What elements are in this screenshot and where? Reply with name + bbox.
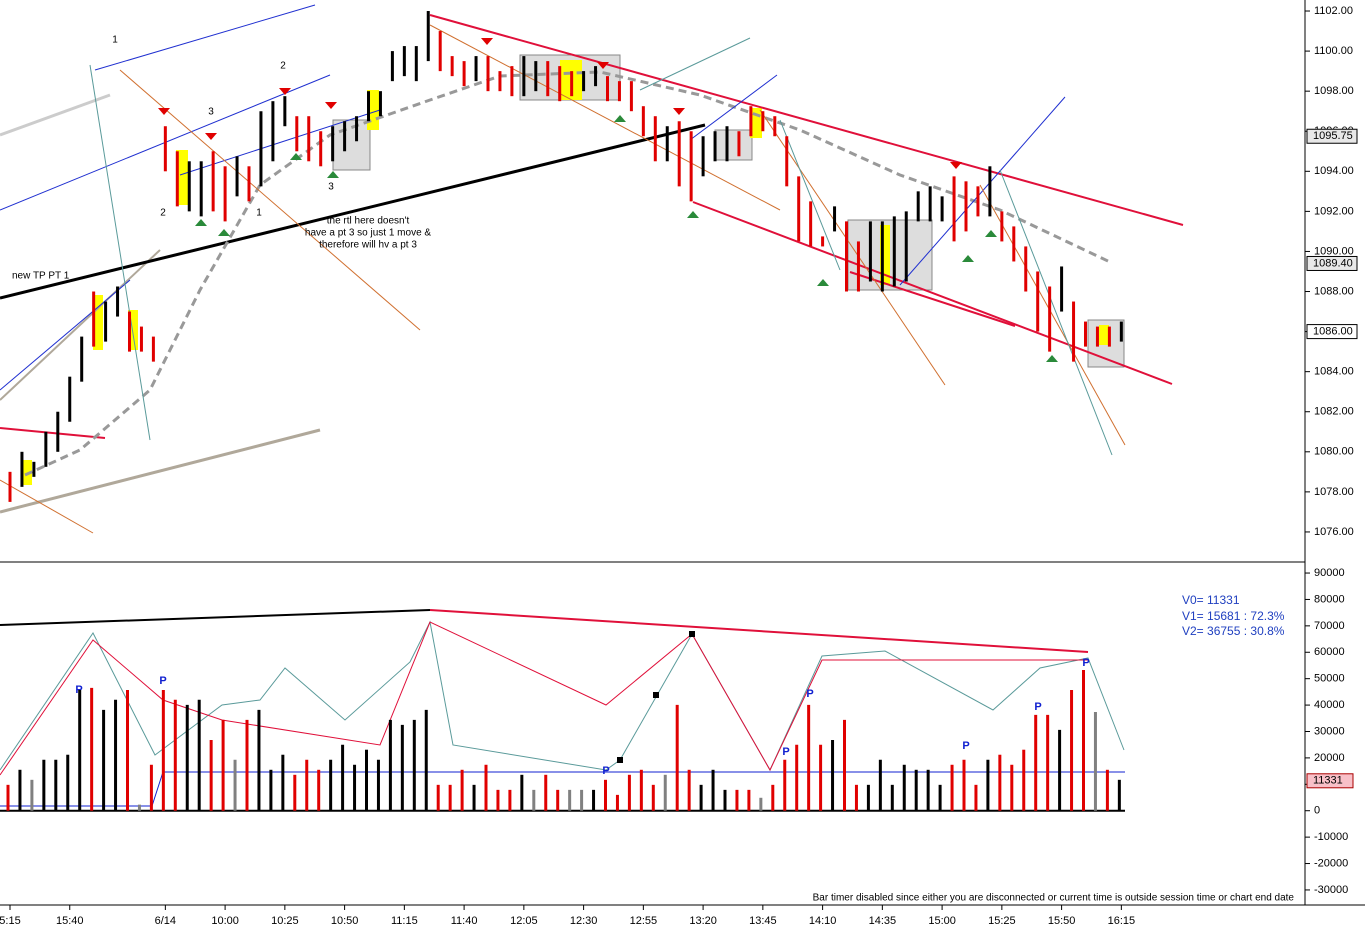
y-tick-label: 1084.00 [1314, 366, 1354, 378]
volume-marker-label: 11331 [1313, 775, 1343, 787]
y-tick-label: 70000 [1314, 620, 1345, 632]
y-tick-label: 1094.00 [1314, 165, 1354, 177]
swing-label: 2 [160, 208, 166, 219]
x-tick-label: 11:15 [391, 915, 418, 927]
p-signal: P [806, 688, 813, 700]
y-tick-label: 1100.00 [1314, 45, 1353, 57]
x-tick-label: 10:00 [211, 915, 239, 927]
price-marker [1306, 324, 1358, 340]
x-tick-label: 11:40 [451, 915, 478, 927]
swing-label: 1 [112, 35, 118, 46]
price-marker [1306, 128, 1358, 144]
x-tick-label: 16:15 [1108, 915, 1136, 927]
swing-label: 3 [208, 107, 214, 118]
p-signal: P [602, 765, 609, 777]
x-tick-label: 15:25 [988, 915, 1016, 927]
price-marker-label: 1095.75 [1313, 130, 1353, 142]
p-signal: P [782, 746, 789, 758]
y-tick-label: 1080.00 [1314, 446, 1354, 458]
price-marker-label: 1086.00 [1313, 325, 1353, 337]
readout: V0= 11331 [1182, 593, 1240, 607]
x-tick-label: 13:45 [749, 915, 777, 927]
p-signal: P [159, 675, 166, 687]
note: the rtl here doesn't [327, 216, 410, 227]
x-tick-label: 14:10 [809, 915, 837, 927]
note: new TP PT 1 [12, 271, 70, 282]
y-tick-label: 1090.00 [1314, 245, 1354, 257]
y-tick-label: 90000 [1314, 567, 1345, 579]
p-signal: P [962, 740, 969, 752]
x-tick-label: 6/14 [155, 915, 176, 927]
swing-label: 3 [328, 182, 334, 193]
y-tick-label: 20000 [1314, 752, 1345, 764]
note: have a pt 3 so just 1 move & [305, 228, 432, 239]
y-tick-label: 1102.00 [1314, 5, 1353, 17]
status-message: Bar timer disabled since either you are … [813, 893, 1295, 904]
p-signal: P [75, 684, 82, 696]
drawings [0, 4, 1305, 807]
volume-marker [1306, 773, 1354, 789]
x-tick-label: 10:50 [331, 915, 359, 927]
y-tick-label: -20000 [1314, 857, 1348, 869]
swing-label: 2 [280, 61, 286, 72]
y-tick-label: 1098.00 [1314, 85, 1354, 97]
y-tick-label: 0 [1314, 805, 1320, 817]
y-tick-label: 1092.00 [1314, 205, 1354, 217]
y-tick-label: -10000 [1314, 831, 1348, 843]
readout: V2= 36755 : 30.8% [1182, 624, 1285, 638]
x-tick-label: 13:20 [689, 915, 717, 927]
y-tick-label: -30000 [1314, 884, 1348, 896]
y-tick-label: 1078.00 [1314, 486, 1354, 498]
x-tick-label: 10:25 [271, 915, 299, 927]
note: therefore will hv a pt 3 [319, 240, 417, 251]
y-tick-label: 30000 [1314, 725, 1345, 737]
swing-label: 1 [256, 208, 262, 219]
y-tick-label: 50000 [1314, 673, 1345, 685]
y-tick-label: 1088.00 [1314, 285, 1354, 297]
readout: V1= 15681 : 72.3% [1182, 609, 1285, 623]
x-tick-label: 12:30 [570, 915, 598, 927]
y-tick-label: 1082.00 [1314, 406, 1354, 418]
price-marker-label: 1089.40 [1313, 257, 1353, 269]
p-signal: P [1034, 701, 1041, 713]
x-tick-label: 15:50 [1048, 915, 1076, 927]
price-marker [1306, 255, 1358, 271]
x-tick-label: 5:15 [0, 915, 21, 927]
x-tick-label: 12:05 [510, 915, 538, 927]
x-tick-label: 12:55 [630, 915, 658, 927]
y-tick-label: 40000 [1314, 699, 1345, 711]
y-tick-label: 60000 [1314, 646, 1345, 658]
y-tick-label: 1076.00 [1314, 526, 1354, 538]
x-tick-label: 14:35 [869, 915, 897, 927]
y-tick-label: 80000 [1314, 593, 1345, 605]
x-tick-label: 15:00 [928, 915, 956, 927]
p-signal: P [1082, 657, 1089, 669]
x-tick-label: 15:40 [56, 915, 84, 927]
